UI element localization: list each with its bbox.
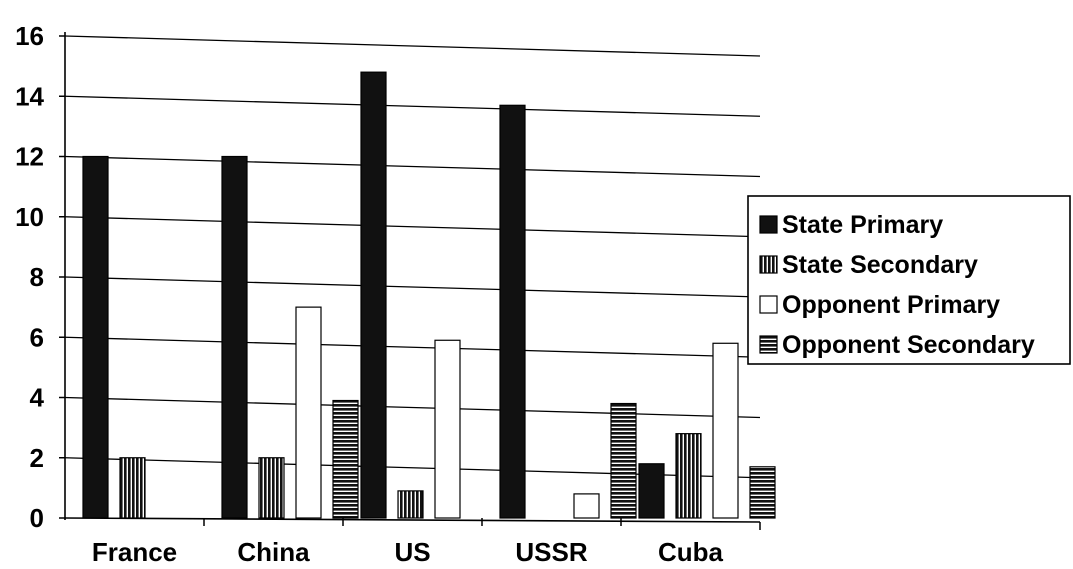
y-tick-label: 10 (15, 202, 44, 232)
bar-state-secondary-cuba (675, 433, 702, 519)
axes (59, 32, 761, 530)
y-tick-label: 8 (30, 262, 44, 292)
bar-opponent-primary-cuba (712, 342, 739, 519)
legend-label: Opponent Secondary (782, 331, 1035, 359)
gridline (64, 216, 761, 238)
y-tick-label: 0 (30, 503, 44, 533)
gridline (64, 35, 761, 57)
x-tick-label: US (394, 537, 430, 567)
legend-label: State Secondary (782, 251, 978, 279)
x-axis-line (64, 517, 761, 523)
gridline (64, 336, 761, 358)
y-tick-label: 6 (30, 322, 44, 352)
bar-state-primary-cuba (638, 463, 665, 519)
legend-swatch (759, 255, 778, 274)
legend: State Primary State Secondary Opponent Pri… (747, 195, 1071, 365)
bar-state-primary-france (82, 155, 109, 519)
legend-swatch (759, 295, 778, 314)
y-tick-label: 4 (30, 383, 45, 413)
bar-opponent-secondary-ussr (610, 402, 637, 519)
x-tick-label: China (237, 537, 310, 567)
legend-swatch (759, 215, 778, 234)
bar-state-primary-us (360, 71, 387, 519)
legend-swatch (759, 335, 778, 354)
legend-label: State Primary (782, 211, 943, 239)
gridline (64, 155, 761, 178)
gridlines (64, 35, 761, 479)
gridline (64, 95, 761, 117)
y-tick-label: 16 (15, 21, 44, 51)
bars (82, 71, 776, 519)
bar-state-secondary-france (119, 457, 146, 519)
x-tick-label: USSR (515, 537, 587, 567)
axis-labels: 0 2 4 6 8 10 12 14 16 France China US USSR Cuba (15, 21, 723, 567)
bar-state-secondary-us (397, 490, 424, 519)
x-tick-label: Cuba (658, 537, 724, 567)
bar-opponent-secondary-china (332, 399, 359, 519)
legend-label: Opponent Primary (782, 291, 1000, 319)
y-tick-label: 2 (30, 443, 44, 473)
bar-state-primary-ussr (499, 104, 526, 519)
x-tick-label: France (92, 537, 177, 567)
gridline (64, 276, 761, 298)
bar-opponent-primary-ussr (573, 493, 600, 519)
legend-box (747, 195, 1071, 365)
bar-state-primary-china (221, 155, 248, 519)
gridline (64, 396, 761, 419)
bar-state-secondary-china (258, 457, 285, 519)
y-tick-label: 14 (15, 81, 44, 111)
y-tick-label: 12 (15, 142, 44, 172)
bar-opponent-primary-us (434, 339, 461, 519)
bar-opponent-primary-china (295, 306, 322, 519)
bar-opponent-secondary-cuba (749, 466, 776, 519)
